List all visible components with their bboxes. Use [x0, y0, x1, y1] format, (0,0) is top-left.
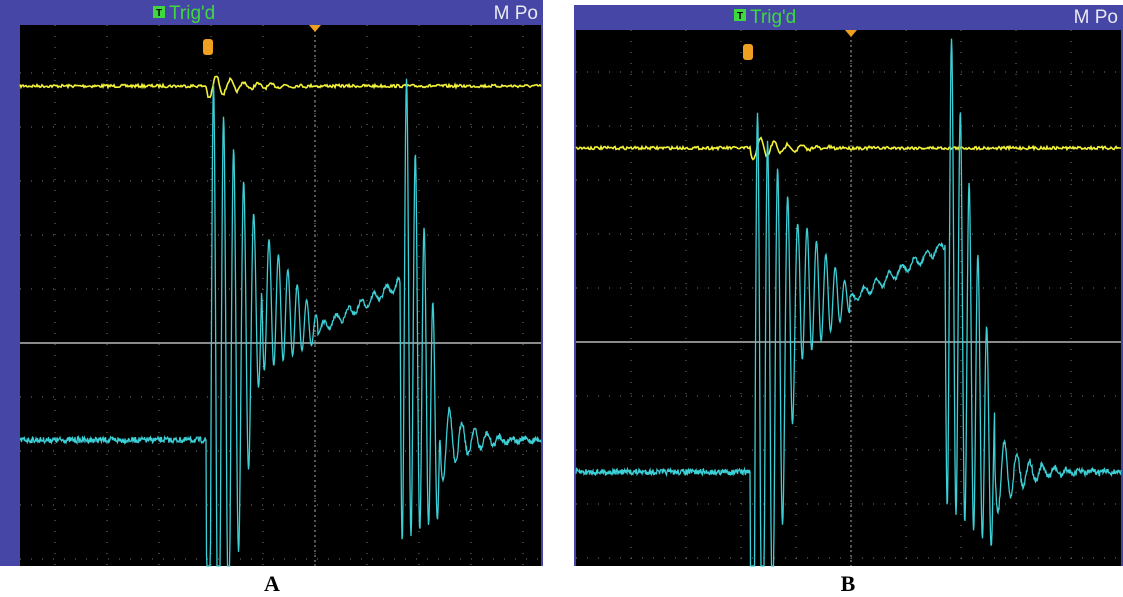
- trigger-icon-text: T: [156, 8, 162, 19]
- menu-label: M Po: [494, 3, 538, 24]
- scope-screen: [576, 30, 1121, 566]
- panel-label: A: [264, 571, 280, 596]
- trigger-status: Trig'd: [750, 7, 796, 28]
- menu-label: M Po: [1074, 7, 1118, 28]
- position-marker: [203, 39, 213, 55]
- position-marker: [743, 44, 753, 60]
- panel-label: B: [841, 571, 856, 596]
- trigger-icon-text: T: [737, 11, 743, 22]
- oscilloscope-figure: T Trig'd M Po A T Trig'd M Po B: [0, 0, 1123, 597]
- trigger-status: Trig'd: [169, 3, 215, 24]
